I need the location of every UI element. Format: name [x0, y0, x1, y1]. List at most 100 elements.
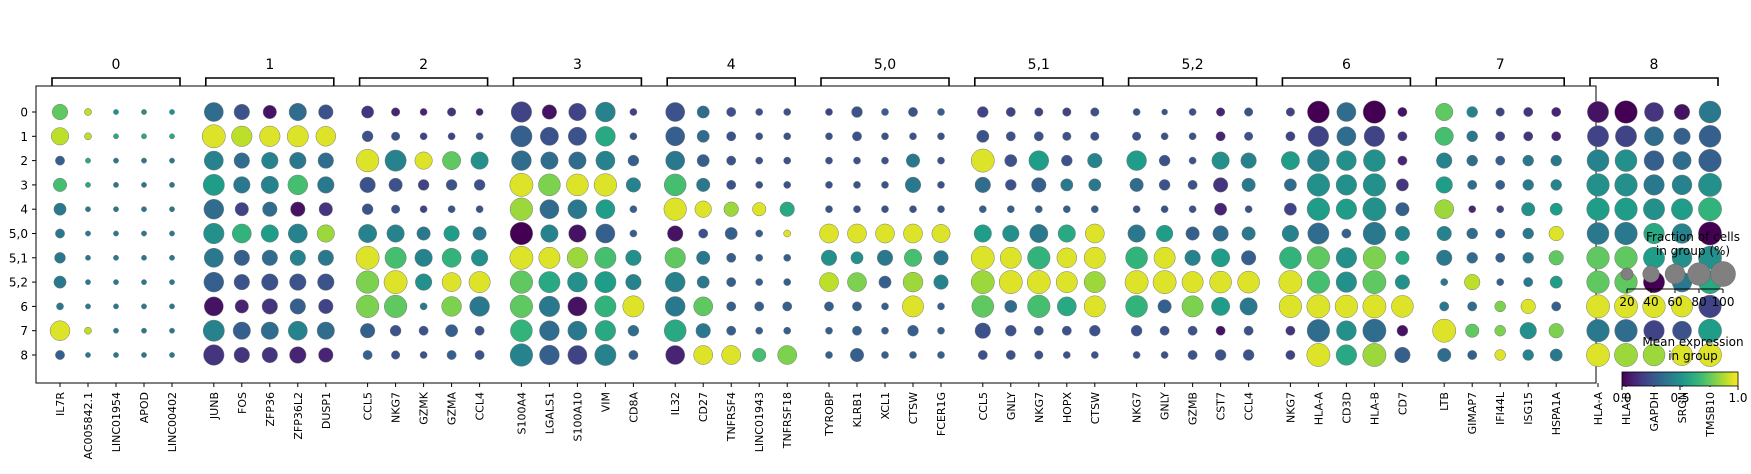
dot [1211, 248, 1230, 268]
dot [1643, 150, 1665, 171]
dot [1285, 350, 1296, 360]
dot [233, 176, 251, 194]
dot [361, 105, 374, 119]
dot [85, 352, 91, 358]
size-legend-title: Fraction of cells [1646, 230, 1740, 244]
row-label: 7 [20, 324, 28, 338]
gene-label: KLRB1 [851, 392, 864, 428]
dot [445, 324, 458, 338]
dot [386, 224, 405, 243]
dot [568, 224, 587, 243]
dot [1056, 247, 1077, 268]
dot [384, 149, 407, 172]
dot [622, 295, 645, 318]
dot [1152, 270, 1177, 294]
group-label: 8 [1650, 57, 1659, 73]
dot [417, 179, 430, 191]
dot [1468, 205, 1477, 214]
gene-label: CD8A [627, 392, 640, 423]
dot [902, 295, 924, 318]
dot [1466, 252, 1478, 264]
group-label: 6 [1342, 57, 1351, 73]
dot [663, 173, 687, 197]
dot [1395, 250, 1410, 265]
dot [974, 176, 991, 193]
dot [663, 319, 687, 342]
dot [1243, 325, 1254, 336]
dot [1214, 349, 1227, 361]
dot [1494, 300, 1506, 313]
dot [1027, 294, 1051, 318]
colorbar-label: 0.5 [1670, 391, 1689, 405]
dot [1435, 103, 1454, 121]
dot [971, 295, 995, 318]
dot [1642, 343, 1666, 367]
dot [318, 202, 333, 217]
dot [1159, 325, 1170, 336]
dot [755, 278, 764, 286]
dot [1090, 205, 1099, 214]
row-label: 5,2 [9, 276, 28, 290]
dot [315, 126, 336, 147]
dot [906, 153, 920, 168]
dot [1307, 125, 1329, 147]
dot [726, 107, 737, 117]
gene-label: GNLY [1159, 392, 1172, 420]
dot [825, 181, 833, 189]
dot [1132, 131, 1142, 141]
dot [419, 351, 428, 359]
dot [568, 151, 587, 170]
dot [362, 350, 373, 360]
dot [359, 176, 376, 193]
dot [970, 270, 995, 294]
dot [694, 200, 712, 218]
gene-label: GZMB [1187, 392, 1200, 425]
dot [819, 272, 839, 292]
dot [998, 270, 1023, 294]
color-legend-title: Mean expression [1642, 335, 1743, 349]
group-label: 5,2 [1181, 57, 1203, 73]
dot [540, 126, 559, 146]
dot [1034, 205, 1043, 214]
dot [85, 182, 91, 188]
dot [1396, 178, 1409, 192]
size-legend-dot [1710, 261, 1736, 287]
dot [1495, 252, 1506, 263]
dot [56, 302, 64, 311]
dot [388, 177, 403, 192]
dot [1644, 126, 1664, 147]
row-label: 4 [20, 203, 28, 217]
dot [825, 326, 833, 335]
dot [1307, 222, 1330, 245]
dot [473, 179, 486, 191]
dot [1671, 198, 1693, 221]
dot [853, 156, 861, 165]
dot [261, 152, 279, 170]
dot [233, 249, 250, 266]
dot [509, 270, 533, 294]
dot [625, 249, 642, 266]
dot [937, 351, 945, 359]
dot [1614, 173, 1638, 197]
dot [1698, 125, 1722, 148]
dot [1586, 270, 1610, 294]
dot [1495, 180, 1506, 190]
dot [1643, 320, 1665, 342]
dot [852, 131, 862, 142]
dot [1439, 301, 1450, 312]
dot [54, 252, 66, 264]
dot [696, 129, 710, 143]
dot [937, 132, 945, 141]
dot [384, 246, 407, 269]
dot [1187, 325, 1198, 336]
dot [1643, 222, 1665, 245]
dot [625, 274, 642, 291]
dot [1083, 271, 1106, 293]
dot [755, 326, 764, 335]
dot [1034, 107, 1044, 117]
dot [203, 344, 225, 366]
dot [53, 202, 67, 216]
dot [1127, 224, 1146, 243]
gene-label: GNLY [1005, 392, 1018, 420]
